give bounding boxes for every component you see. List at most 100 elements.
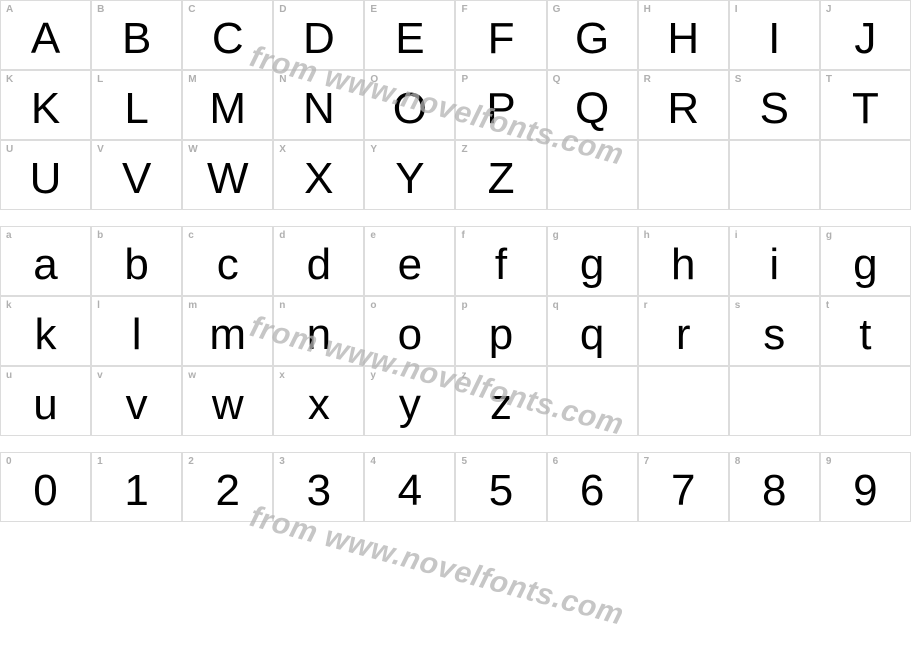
glyph-cell: mm xyxy=(182,296,273,366)
glyph-cell: gg xyxy=(547,226,638,296)
glyph-section-lowercase: aabbccddeeffgghhiiggkkllmmnnooppqqrrsstt… xyxy=(0,226,911,436)
glyph-cell xyxy=(638,140,729,210)
glyph-cell: KK xyxy=(0,70,91,140)
glyph-cell: dd xyxy=(273,226,364,296)
glyph-cell-label: w xyxy=(188,370,196,381)
glyph-cell: 22 xyxy=(182,452,273,522)
glyph-cell: 11 xyxy=(91,452,182,522)
glyph-cell-glyph: y xyxy=(365,383,454,427)
glyph-cell-glyph: p xyxy=(456,313,545,357)
glyph-cell-glyph: P xyxy=(456,87,545,131)
glyph-cell: MM xyxy=(182,70,273,140)
glyph-cell: FF xyxy=(455,0,546,70)
glyph-cell: LL xyxy=(91,70,182,140)
glyph-cell-label: L xyxy=(97,74,103,85)
glyph-cell: II xyxy=(729,0,820,70)
glyph-cell-label: g xyxy=(826,230,832,241)
glyph-cell-label: W xyxy=(188,144,197,155)
glyph-cell: YY xyxy=(364,140,455,210)
glyph-cell-glyph: 0 xyxy=(1,469,90,513)
glyph-cell-label: Q xyxy=(553,74,561,85)
glyph-cell-label: A xyxy=(6,4,13,15)
glyph-cell xyxy=(820,140,911,210)
glyph-cell-glyph: v xyxy=(92,383,181,427)
glyph-cell: kk xyxy=(0,296,91,366)
glyph-cell: OO xyxy=(364,70,455,140)
glyph-cell: ff xyxy=(455,226,546,296)
glyph-cell: 77 xyxy=(638,452,729,522)
glyph-cell xyxy=(729,140,820,210)
glyph-cell-label: D xyxy=(279,4,286,15)
glyph-cell-label: O xyxy=(370,74,378,85)
glyph-cell-glyph: 4 xyxy=(365,469,454,513)
glyph-cell-glyph: Y xyxy=(365,157,454,201)
glyph-cell-label: a xyxy=(6,230,12,241)
glyph-row: aabbccddeeffgghhiigg xyxy=(0,226,911,296)
glyph-cell: 44 xyxy=(364,452,455,522)
glyph-cell-glyph: K xyxy=(1,87,90,131)
glyph-section-digits: 00112233445566778899 xyxy=(0,452,911,522)
glyph-cell-glyph: B xyxy=(92,17,181,61)
glyph-cell-label: C xyxy=(188,4,195,15)
glyph-cell-label: x xyxy=(279,370,285,381)
glyph-cell-glyph: W xyxy=(183,157,272,201)
glyph-cell-glyph: C xyxy=(183,17,272,61)
section-spacer xyxy=(0,210,911,226)
glyph-cell-label: 5 xyxy=(461,456,467,467)
glyph-grid-container: AABBCCDDEEFFGGHHIIJJKKLLMMNNOOPPQQRRSSTT… xyxy=(0,0,911,522)
glyph-cell: DD xyxy=(273,0,364,70)
glyph-cell-label: 7 xyxy=(644,456,650,467)
glyph-cell-label: Y xyxy=(370,144,377,155)
glyph-cell-glyph: 9 xyxy=(821,469,910,513)
glyph-cell-label: X xyxy=(279,144,286,155)
glyph-cell-glyph: E xyxy=(365,17,454,61)
glyph-cell-label: H xyxy=(644,4,651,15)
glyph-cell-label: 0 xyxy=(6,456,12,467)
glyph-cell-glyph: n xyxy=(274,313,363,357)
glyph-cell-label: s xyxy=(735,300,741,311)
glyph-cell-glyph: T xyxy=(821,87,910,131)
glyph-cell-label: B xyxy=(97,4,104,15)
glyph-cell-glyph: S xyxy=(730,87,819,131)
glyph-cell: vv xyxy=(91,366,182,436)
glyph-cell: HH xyxy=(638,0,729,70)
glyph-cell-glyph: U xyxy=(1,157,90,201)
glyph-cell xyxy=(547,366,638,436)
glyph-cell: NN xyxy=(273,70,364,140)
glyph-cell-glyph: b xyxy=(92,243,181,287)
glyph-cell-label: o xyxy=(370,300,376,311)
glyph-cell-label: l xyxy=(97,300,100,311)
glyph-cell-label: 2 xyxy=(188,456,194,467)
glyph-cell-label: 3 xyxy=(279,456,285,467)
glyph-cell-glyph: e xyxy=(365,243,454,287)
glyph-cell-label: e xyxy=(370,230,376,241)
glyph-cell: 99 xyxy=(820,452,911,522)
glyph-cell: tt xyxy=(820,296,911,366)
glyph-cell-glyph: k xyxy=(1,313,90,357)
glyph-cell-glyph: r xyxy=(639,313,728,357)
glyph-cell-label: p xyxy=(461,300,467,311)
glyph-cell-glyph: f xyxy=(456,243,545,287)
glyph-cell: zz xyxy=(455,366,546,436)
glyph-cell-label: F xyxy=(461,4,467,15)
glyph-cell-glyph: V xyxy=(92,157,181,201)
glyph-cell: ww xyxy=(182,366,273,436)
glyph-cell-glyph: l xyxy=(92,313,181,357)
glyph-cell-label: q xyxy=(553,300,559,311)
glyph-cell-glyph: I xyxy=(730,17,819,61)
glyph-row: 00112233445566778899 xyxy=(0,452,911,522)
glyph-cell-glyph: x xyxy=(274,383,363,427)
glyph-cell-glyph: c xyxy=(183,243,272,287)
glyph-cell-glyph: s xyxy=(730,313,819,357)
glyph-cell-glyph: o xyxy=(365,313,454,357)
glyph-cell: hh xyxy=(638,226,729,296)
glyph-cell-label: n xyxy=(279,300,285,311)
glyph-cell-glyph: N xyxy=(274,87,363,131)
glyph-cell: PP xyxy=(455,70,546,140)
glyph-cell-label: G xyxy=(553,4,561,15)
glyph-cell: ss xyxy=(729,296,820,366)
glyph-cell: oo xyxy=(364,296,455,366)
glyph-cell-glyph: G xyxy=(548,17,637,61)
glyph-cell-glyph: A xyxy=(1,17,90,61)
glyph-cell-label: u xyxy=(6,370,12,381)
